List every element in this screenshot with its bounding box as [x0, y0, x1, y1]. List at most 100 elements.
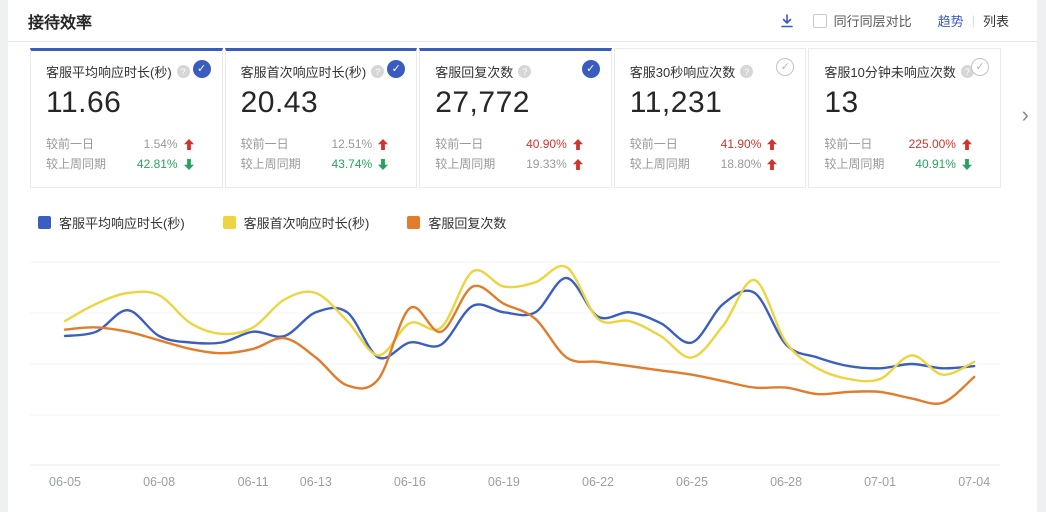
compare-label: 较上周同期: [824, 157, 885, 171]
trend-chart-section: 客服平均响应时长(秒) 客服首次响应时长(秒) 客服回复次数 06-05 06-0…: [8, 213, 1037, 495]
comparison-row: 较前一日 225.00%: [824, 134, 972, 154]
tab-list[interactable]: 列表: [982, 14, 1009, 29]
arrow-up-icon: [961, 138, 972, 150]
compare-value: 41.90%: [720, 137, 762, 151]
compare-value: 18.80%: [720, 157, 762, 171]
arrow-up-icon: [767, 158, 778, 170]
peer-compare-checkbox[interactable]: 同行同层对比: [812, 11, 912, 30]
compare-label: 较上周同期: [240, 157, 301, 171]
metric-title: 客服回复次数: [435, 65, 514, 80]
metric-value: 13: [824, 86, 859, 119]
metric-title: 客服10分钟未响应次数: [824, 65, 956, 80]
x-tick-label: 06-22: [582, 475, 614, 489]
legend-swatch: [38, 215, 51, 229]
compare-value: 42.81%: [136, 157, 178, 171]
arrow-up-icon: [183, 138, 194, 150]
check-circle-selected-icon[interactable]: ✓: [192, 60, 211, 78]
arrow-up-icon: [572, 158, 583, 170]
reception-efficiency-panel: 接待效率 同行同层对比 趋势 | 列表 ✓ 客服平均响应时长(秒) ? 11.6…: [8, 0, 1037, 512]
header-controls: 同行同层对比 趋势 | 列表: [779, 11, 1009, 30]
comparison-row: 较上周同期 43.74%: [241, 154, 389, 174]
arrow-down-icon: [183, 158, 194, 170]
compare-label: 较前一日: [46, 137, 95, 151]
check-circle-icon[interactable]: ✓: [970, 58, 989, 76]
legend-label: 客服回复次数: [428, 215, 507, 231]
x-tick-label: 06-19: [488, 475, 520, 489]
metric-value: 11,231: [629, 86, 723, 119]
x-tick-label: 07-01: [864, 475, 896, 489]
info-icon[interactable]: ?: [740, 65, 754, 78]
check-circle-selected-icon[interactable]: ✓: [387, 60, 406, 78]
line-series-blue: [63, 276, 976, 370]
metric-card[interactable]: ✓ 客服10分钟未响应次数 ? 13 较前一日 225.00% 较上周同期 40…: [808, 48, 1001, 188]
compare-label: 较上周同期: [435, 157, 496, 171]
comparison-row: 较上周同期 18.80%: [630, 154, 778, 174]
comparison-row: 较上周同期 40.91%: [824, 154, 972, 174]
metric-cards-row: ✓ 客服平均响应时长(秒) ? 11.66 较前一日 1.54% 较上周同期 4…: [30, 48, 1001, 188]
metric-cards-section: ✓ 客服平均响应时长(秒) ? 11.66 较前一日 1.54% 较上周同期 4…: [8, 42, 1037, 188]
legend-item[interactable]: 客服回复次数: [407, 213, 506, 232]
metric-value: 27,772: [435, 86, 530, 119]
legend-label: 客服首次响应时长(秒): [243, 215, 370, 231]
x-tick-label: 06-16: [394, 475, 426, 489]
legend-swatch: [407, 215, 421, 229]
x-tick-label: 07-04: [958, 475, 990, 489]
compare-value: 1.54%: [143, 137, 178, 151]
x-tick-label: 06-08: [143, 475, 175, 489]
tab-trend[interactable]: 趋势: [937, 14, 964, 29]
arrow-up-icon: [572, 138, 583, 150]
metric-card[interactable]: ✓ 客服平均响应时长(秒) ? 11.66 较前一日 1.54% 较上周同期 4…: [30, 48, 223, 188]
compare-label: 较前一日: [629, 137, 678, 151]
legend-label: 客服平均响应时长(秒): [59, 215, 185, 231]
compare-label: 较前一日: [240, 137, 289, 151]
compare-label: 较前一日: [824, 137, 873, 151]
legend-swatch: [222, 215, 236, 229]
line-series-orange: [63, 284, 976, 405]
comparison-row: 较前一日 12.51%: [241, 134, 389, 154]
arrow-up-icon: [378, 138, 389, 150]
info-icon[interactable]: ?: [176, 65, 190, 78]
trend-chart: 06-05 06-08 06-11 06-13 06-16 06-19 06-22 06-25…: [30, 261, 1000, 489]
x-tick-label: 06-11: [238, 475, 269, 489]
compare-value: 19.33%: [526, 157, 567, 171]
comparison-row: 较前一日 1.54%: [46, 134, 194, 154]
arrow-up-icon: [767, 138, 778, 150]
compare-value: 12.51%: [331, 137, 373, 151]
arrow-down-icon: [961, 158, 972, 170]
legend-item[interactable]: 客服首次响应时长(秒): [222, 213, 370, 232]
chevron-right-icon[interactable]: ›: [1021, 102, 1029, 127]
download-icon[interactable]: [779, 13, 795, 29]
peer-compare-label: 同行同层对比: [833, 14, 912, 29]
comparison-row: 较上周同期 19.33%: [435, 154, 583, 174]
compare-value: 40.90%: [526, 137, 567, 151]
compare-value: 40.91%: [915, 157, 956, 171]
info-icon[interactable]: ?: [371, 65, 385, 78]
panel-header: 接待效率 同行同层对比 趋势 | 列表: [8, 0, 1037, 42]
metric-value: 11.66: [46, 86, 122, 119]
metric-title: 客服30秒响应次数: [629, 65, 736, 80]
checkbox-icon[interactable]: [812, 13, 827, 28]
arrow-down-icon: [378, 158, 389, 170]
metric-card[interactable]: ✓ 客服30秒响应次数 ? 11,231 较前一日 41.90% 较上周同期 1…: [613, 48, 807, 188]
chart-legend: 客服平均响应时长(秒) 客服首次响应时长(秒) 客服回复次数: [38, 213, 1037, 231]
check-circle-selected-icon[interactable]: ✓: [581, 60, 600, 78]
compare-label: 较上周同期: [629, 157, 690, 171]
line-series-yellow: [63, 264, 976, 383]
x-tick-label: 06-05: [49, 475, 81, 489]
comparison-row: 较前一日 40.90%: [435, 134, 583, 154]
check-circle-icon[interactable]: ✓: [776, 58, 795, 76]
info-icon[interactable]: ?: [518, 65, 532, 78]
legend-item[interactable]: 客服平均响应时长(秒): [38, 213, 185, 232]
metric-card[interactable]: ✓ 客服回复次数 ? 27,772 较前一日 40.90% 较上周同期 19.3…: [419, 48, 612, 188]
compare-value: 225.00%: [908, 137, 956, 151]
comparison-row: 较前一日 41.90%: [630, 134, 778, 154]
compare-label: 较前一日: [435, 137, 484, 151]
compare-label: 较上周同期: [46, 157, 107, 171]
comparison-row: 较上周同期 42.81%: [46, 154, 194, 174]
page-title: 接待效率: [28, 14, 93, 32]
metric-card[interactable]: ✓ 客服首次响应时长(秒) ? 20.43 较前一日 12.51% 较上周同期 …: [224, 48, 418, 188]
x-tick-label: 06-28: [770, 475, 802, 489]
metric-title: 客服首次响应时长(秒): [240, 65, 367, 80]
metric-value: 20.43: [240, 86, 319, 119]
info-icon[interactable]: ?: [960, 65, 974, 78]
